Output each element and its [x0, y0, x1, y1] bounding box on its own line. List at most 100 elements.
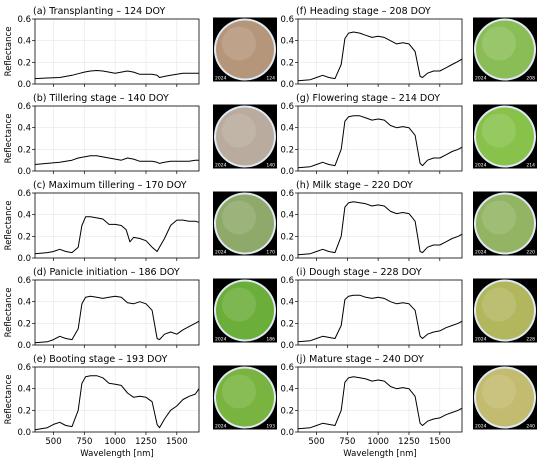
y-tick-label: 0.0: [17, 254, 31, 264]
y-axis-label: Reflectance: [4, 27, 14, 77]
photo-highlight: [482, 26, 516, 61]
photo-year-label: 2024: [475, 163, 487, 169]
panel-title: (i) Dough stage – 228 DOY: [296, 267, 422, 278]
y-tick-label: 0.6: [280, 189, 294, 199]
x-tick-label: 1000: [367, 437, 389, 447]
canopy-photo: [216, 194, 274, 253]
canopy-photo: [476, 368, 534, 427]
canopy-photo: [216, 20, 274, 79]
y-tick-label: 0.6: [280, 276, 294, 286]
photo-highlight: [482, 374, 516, 409]
photo-highlight: [222, 287, 256, 322]
panel-title: (g) Flowering stage – 214 DOY: [296, 93, 440, 104]
y-tick-label: 0.6: [17, 363, 31, 373]
y-tick-label: 0.0: [280, 341, 294, 351]
photo-highlight: [222, 374, 256, 409]
y-tick-label: 0.2: [280, 145, 294, 155]
panel-title: (b) Tillering stage – 140 DOY: [33, 93, 169, 104]
panel-title: (j) Mature stage – 240 DOY: [296, 354, 424, 365]
y-tick-label: 0.4: [17, 124, 31, 134]
y-tick-label: 0.4: [17, 37, 31, 47]
y-tick-label: 0.2: [17, 319, 31, 329]
photo-year-label: 2024: [215, 337, 227, 343]
y-tick-label: 0.0: [280, 254, 294, 264]
panel-title: (a) Transplanting – 124 DOY: [33, 6, 166, 17]
y-tick-label: 0.0: [17, 341, 31, 351]
spectrum-line: [34, 155, 199, 165]
photo-highlight: [222, 113, 256, 148]
photo-doy-label: 240: [526, 424, 535, 430]
plot-frame: [34, 105, 200, 172]
photo-highlight: [222, 26, 256, 61]
plot-frame: [34, 18, 200, 85]
canopy-photo: [216, 107, 274, 166]
photo-highlight: [222, 200, 256, 235]
y-tick-label: 0.0: [17, 80, 31, 90]
canopy-photo: [476, 20, 534, 79]
plot-frame: [297, 18, 463, 85]
y-tick-label: 0.2: [280, 319, 294, 329]
spectrum-line: [34, 295, 200, 344]
x-axis-label: Wavelength [nm]: [343, 449, 416, 459]
y-tick-label: 0.4: [17, 385, 31, 395]
panel-title: (e) Booting stage – 193 DOY: [33, 354, 167, 365]
y-tick-label: 0.6: [17, 102, 31, 112]
y-tick-label: 0.2: [280, 58, 294, 68]
panel-title: (d) Panicle initiation – 186 DOY: [33, 267, 180, 278]
photo-doy-label: 186: [266, 337, 275, 343]
photo-doy-label: 220: [526, 250, 535, 256]
x-tick-label: 1000: [104, 437, 126, 447]
plot-frame: [297, 366, 463, 433]
plot-frame: [34, 279, 200, 346]
plot-frame: [297, 279, 463, 346]
panel-title: (c) Maximum tillering – 170 DOY: [33, 180, 187, 191]
y-tick-label: 0.2: [280, 232, 294, 242]
photo-doy-label: 124: [266, 76, 275, 82]
y-axis-label: Reflectance: [4, 288, 14, 338]
y-tick-label: 0.0: [280, 80, 294, 90]
y-tick-label: 0.6: [280, 15, 294, 25]
y-tick-label: 0.6: [17, 276, 31, 286]
photo-year-label: 2024: [215, 163, 227, 169]
y-tick-label: 0.0: [17, 167, 31, 177]
photo-highlight: [482, 287, 516, 322]
spectrum-line: [34, 216, 200, 255]
y-tick-label: 0.2: [280, 406, 294, 416]
x-tick-label: 1500: [166, 437, 188, 447]
x-tick-label: 500: [308, 437, 324, 447]
y-tick-label: 0.0: [280, 167, 294, 177]
spectrum-line: [297, 294, 463, 343]
y-tick-label: 0.2: [17, 232, 31, 242]
photo-doy-label: 140: [266, 163, 275, 169]
y-tick-label: 0.0: [17, 428, 31, 438]
y-axis-label: Reflectance: [4, 375, 14, 425]
y-tick-label: 0.4: [17, 298, 31, 308]
photo-doy-label: 208: [526, 76, 535, 82]
y-axis-label: Reflectance: [4, 114, 14, 164]
canopy-photo: [476, 281, 534, 340]
photo-year-label: 2024: [215, 76, 227, 82]
photo-doy-label: 228: [526, 337, 535, 343]
y-tick-label: 0.0: [280, 428, 294, 438]
plot-frame: [297, 192, 463, 259]
canopy-photo: [216, 281, 274, 340]
spectrum-line: [297, 31, 463, 82]
x-tick-label: 750: [76, 437, 92, 447]
spectrum-line: [34, 375, 200, 431]
y-tick-label: 0.6: [17, 189, 31, 199]
y-tick-label: 0.4: [280, 298, 294, 308]
x-tick-label: 1250: [398, 437, 420, 447]
x-tick-label: 750: [339, 437, 355, 447]
y-tick-label: 0.4: [280, 211, 294, 221]
photo-doy-label: 193: [266, 424, 275, 430]
x-tick-label: 1250: [135, 437, 157, 447]
spectrum-line: [34, 70, 199, 80]
panel-title: (f) Heading stage – 208 DOY: [296, 6, 431, 17]
y-tick-label: 0.6: [280, 363, 294, 373]
panel-title: (h) Milk stage – 220 DOY: [296, 180, 413, 191]
y-tick-label: 0.6: [280, 102, 294, 112]
photo-year-label: 2024: [475, 337, 487, 343]
y-tick-label: 0.4: [280, 124, 294, 134]
plot-frame: [34, 366, 200, 433]
